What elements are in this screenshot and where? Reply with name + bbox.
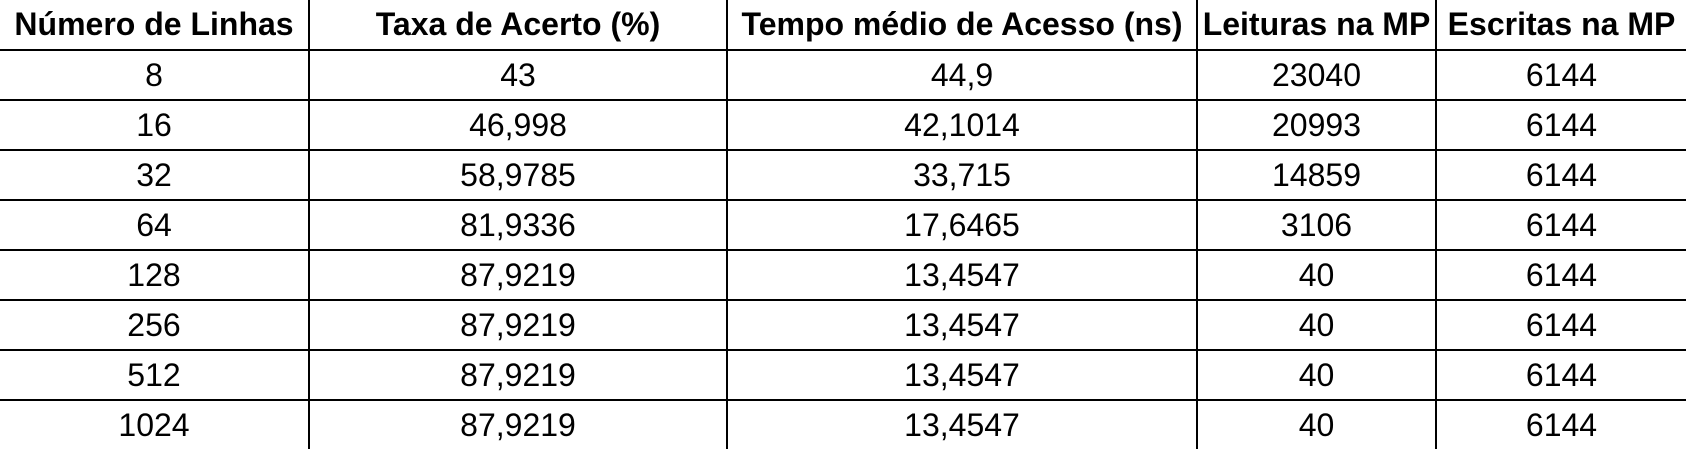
cell-leituras: 3106: [1196, 199, 1437, 251]
cell-taxa-de-acerto: 43: [308, 49, 728, 101]
cell-taxa-de-acerto: 87,9219: [308, 349, 728, 401]
cell-numero-de-linhas: 64: [0, 199, 310, 251]
cell-escritas: 6144: [1435, 149, 1686, 201]
table-row: 128 87,9219 13,4547 40 6144: [0, 249, 1686, 301]
cell-tempo-medio: 42,1014: [726, 99, 1198, 151]
cell-tempo-medio: 17,6465: [726, 199, 1198, 251]
cell-numero-de-linhas: 16: [0, 99, 310, 151]
cell-taxa-de-acerto: 81,9336: [308, 199, 728, 251]
header-numero-de-linhas: Número de Linhas: [0, 0, 310, 51]
table-row: 1024 87,9219 13,4547 40 6144: [0, 399, 1686, 449]
cell-escritas: 6144: [1435, 349, 1686, 401]
cell-tempo-medio: 13,4547: [726, 299, 1198, 351]
cell-leituras: 14859: [1196, 149, 1437, 201]
cell-taxa-de-acerto: 87,9219: [308, 249, 728, 301]
header-tempo-medio-de-acesso: Tempo médio de Acesso (ns): [726, 0, 1198, 51]
cell-numero-de-linhas: 128: [0, 249, 310, 301]
cell-taxa-de-acerto: 46,998: [308, 99, 728, 151]
cell-numero-de-linhas: 8: [0, 49, 310, 101]
cell-tempo-medio: 13,4547: [726, 399, 1198, 449]
cell-leituras: 40: [1196, 249, 1437, 301]
header-escritas-na-mp: Escritas na MP: [1435, 0, 1686, 51]
cell-escritas: 6144: [1435, 49, 1686, 101]
table-header-row: Número de Linhas Taxa de Acerto (%) Temp…: [0, 0, 1686, 51]
header-taxa-de-acerto: Taxa de Acerto (%): [308, 0, 728, 51]
table-row: 16 46,998 42,1014 20993 6144: [0, 99, 1686, 151]
cell-tempo-medio: 13,4547: [726, 349, 1198, 401]
table-row: 512 87,9219 13,4547 40 6144: [0, 349, 1686, 401]
cell-numero-de-linhas: 1024: [0, 399, 310, 449]
cell-leituras: 40: [1196, 299, 1437, 351]
cell-leituras: 40: [1196, 349, 1437, 401]
table-row: 32 58,9785 33,715 14859 6144: [0, 149, 1686, 201]
cell-tempo-medio: 44,9: [726, 49, 1198, 101]
cell-leituras: 20993: [1196, 99, 1437, 151]
cell-numero-de-linhas: 32: [0, 149, 310, 201]
cell-tempo-medio: 13,4547: [726, 249, 1198, 301]
table-row: 256 87,9219 13,4547 40 6144: [0, 299, 1686, 351]
cell-tempo-medio: 33,715: [726, 149, 1198, 201]
header-leituras-na-mp: Leituras na MP: [1196, 0, 1437, 51]
cell-taxa-de-acerto: 87,9219: [308, 399, 728, 449]
cell-escritas: 6144: [1435, 399, 1686, 449]
table-row: 64 81,9336 17,6465 3106 6144: [0, 199, 1686, 251]
cell-escritas: 6144: [1435, 299, 1686, 351]
cell-numero-de-linhas: 256: [0, 299, 310, 351]
cell-escritas: 6144: [1435, 99, 1686, 151]
cell-leituras: 40: [1196, 399, 1437, 449]
cell-leituras: 23040: [1196, 49, 1437, 101]
cell-taxa-de-acerto: 58,9785: [308, 149, 728, 201]
cell-escritas: 6144: [1435, 249, 1686, 301]
cell-taxa-de-acerto: 87,9219: [308, 299, 728, 351]
cell-numero-de-linhas: 512: [0, 349, 310, 401]
table-row: 8 43 44,9 23040 6144: [0, 49, 1686, 101]
cell-escritas: 6144: [1435, 199, 1686, 251]
